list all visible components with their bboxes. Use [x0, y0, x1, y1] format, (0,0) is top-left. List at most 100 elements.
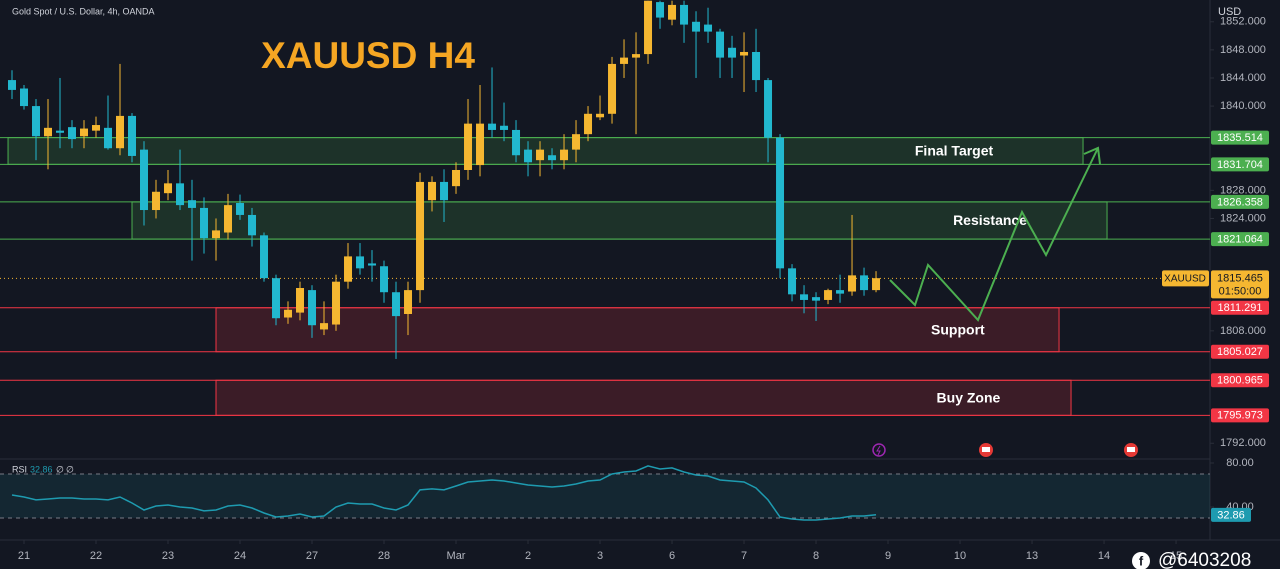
candle-body — [536, 149, 545, 161]
rsi-param: ∅ — [56, 464, 64, 474]
zone — [215, 379, 1072, 416]
rsi-value-badge — [1211, 507, 1251, 522]
candle-body — [44, 127, 53, 137]
x-tick-label: 21 — [18, 550, 30, 562]
candle-body — [368, 263, 377, 266]
level-badge — [1211, 373, 1269, 388]
level-badge-label: 1831.704 — [1217, 159, 1263, 171]
x-tick-label: 8 — [813, 550, 819, 562]
x-tick-label: 15 — [1170, 550, 1182, 562]
watermark: f — [1132, 552, 1150, 569]
candle-body — [380, 266, 389, 293]
candle-body — [20, 88, 29, 107]
candle-body — [212, 230, 221, 239]
candle-body — [824, 290, 833, 300]
level-badge — [1211, 232, 1269, 247]
candle-body — [464, 123, 473, 170]
candle-body — [392, 292, 401, 317]
candle-body — [812, 297, 821, 301]
candle-body — [140, 149, 149, 211]
candle-body — [692, 21, 701, 32]
candle-body — [32, 106, 41, 137]
facebook-icon-glyph: f — [1139, 553, 1144, 568]
candle-body — [560, 149, 569, 161]
candle-body — [596, 113, 605, 118]
candle-body — [296, 288, 305, 313]
rsi-y-tick-label: 80.00 — [1226, 457, 1254, 469]
level-badge — [1211, 130, 1269, 145]
candle-body — [116, 115, 125, 149]
event-icon — [876, 445, 881, 456]
candle-body — [800, 294, 809, 300]
symbol-badge-label: XAUUSD — [1164, 274, 1206, 285]
level-badge — [1211, 194, 1269, 209]
countdown-label: 01:50:00 — [1219, 285, 1262, 297]
level-badge-label: 1811.291 — [1217, 302, 1262, 314]
candle-body — [716, 31, 725, 58]
currency-label: USD — [1218, 6, 1241, 18]
candle-body — [92, 125, 101, 131]
candle-body — [644, 0, 653, 55]
facebook-icon — [1132, 552, 1150, 569]
candle-body — [440, 181, 449, 201]
x-tick-label: 7 — [741, 550, 747, 562]
projection-path — [889, 147, 1099, 322]
candle-body — [56, 130, 65, 133]
candle-body — [452, 169, 461, 187]
candle-body — [608, 63, 617, 114]
candle-body — [260, 235, 269, 279]
symbol-header: Gold Spot / U.S. Dollar, 4h, OANDA — [12, 6, 155, 16]
candle-body — [836, 290, 845, 294]
x-tick-label: Mar — [447, 550, 466, 562]
candle-body — [752, 51, 761, 81]
x-tick-label: 2 — [525, 550, 531, 562]
candle-body — [572, 134, 581, 150]
y-tick-label: 1824.000 — [1220, 212, 1266, 224]
x-tick-label: 13 — [1026, 550, 1038, 562]
x-tick-label: 24 — [234, 550, 246, 562]
last-price-label: 1815.465 — [1217, 272, 1263, 284]
rsi-value-badge-label: 32.86 — [1217, 509, 1245, 521]
level-badge-label: 1805.027 — [1217, 346, 1263, 358]
candle-body — [584, 113, 593, 135]
rsi-param: ∅ — [66, 464, 74, 474]
x-tick-label: 28 — [378, 550, 390, 562]
candle-body — [476, 123, 485, 166]
candle-body — [80, 128, 89, 137]
candle-body — [356, 256, 365, 269]
candle-body — [128, 115, 137, 156]
event-icon — [1127, 447, 1135, 452]
watermark-text: @6403208 — [1158, 550, 1251, 569]
last-price-badge — [1211, 270, 1269, 299]
x-tick-label: 3 — [597, 550, 603, 562]
candle-body — [524, 149, 533, 163]
level-badge-label: 1835.514 — [1217, 132, 1263, 144]
candle-body — [332, 281, 341, 325]
rsi-line — [11, 465, 877, 521]
zone — [7, 137, 1084, 165]
candle-body — [236, 203, 245, 215]
zone-label: Final Target — [915, 143, 994, 159]
candle-body — [188, 200, 197, 208]
candle-body — [872, 278, 881, 291]
level-badge — [1211, 408, 1269, 423]
candle-body — [860, 275, 869, 291]
candle-body — [308, 290, 317, 326]
rsi-band — [0, 473, 1210, 518]
level-badge-label: 1795.973 — [1217, 410, 1263, 422]
candle-body — [776, 137, 785, 269]
y-tick-label: 1844.000 — [1220, 72, 1266, 84]
candle-body — [788, 268, 797, 295]
x-tick-label: 9 — [885, 550, 891, 562]
candle-body — [164, 183, 173, 194]
y-tick-label: 1848.000 — [1220, 44, 1266, 56]
x-tick-label: 14 — [1098, 550, 1110, 562]
candle-body — [284, 309, 293, 318]
candle-body — [8, 80, 17, 90]
y-tick-label: 1792.000 — [1220, 437, 1266, 449]
candle-body — [488, 123, 497, 130]
candle-body — [680, 4, 689, 25]
candle-body — [428, 181, 437, 201]
candle-body — [548, 155, 557, 161]
